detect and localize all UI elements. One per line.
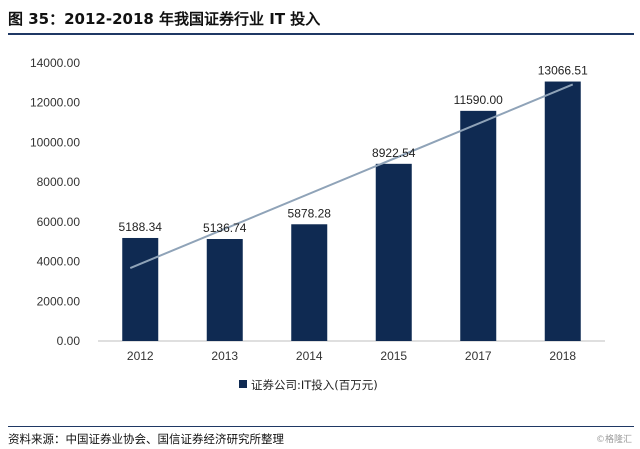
data-labels: 5188.34 5136.74 5878.28 8922.54 11590.00 1306… (119, 64, 589, 235)
y-tick-label: 10000.00 (30, 135, 80, 149)
x-axis-tick-labels: 2012 2013 2014 2015 2017 2018 (127, 349, 577, 363)
x-tick-label: 2017 (465, 349, 492, 363)
x-tick-label: 2018 (549, 349, 576, 363)
legend-label: 证券公司:IT投入(百万元) (251, 378, 378, 392)
y-axis: 0.00 2000.00 4000.00 6000.00 8000.00 10000.00… (30, 56, 80, 348)
y-tick-label: 0.00 (57, 334, 81, 348)
data-label-2018: 13066.51 (538, 64, 588, 78)
bar-2015 (375, 163, 412, 341)
title-divider (8, 33, 634, 35)
trendline (129, 83, 574, 269)
bar-2014 (291, 224, 328, 341)
legend: 证券公司:IT投入(百万元) (239, 378, 378, 392)
data-label-2017: 11590.00 (454, 93, 503, 107)
x-tick-label: 2015 (380, 349, 407, 363)
data-label-2012: 5188.34 (119, 220, 163, 234)
y-tick-label: 14000.00 (30, 56, 80, 70)
y-tick-label: 8000.00 (37, 175, 81, 189)
data-label-2014: 5878.28 (288, 206, 332, 220)
bar-chart: 0.00 2000.00 4000.00 6000.00 8000.00 10000.00… (30, 56, 605, 392)
x-tick-label: 2013 (211, 349, 238, 363)
data-label-2013: 5136.74 (203, 221, 247, 235)
footer-divider (8, 426, 634, 427)
bar-2013 (206, 238, 243, 341)
y-tick-label: 4000.00 (37, 255, 81, 269)
watermark-logo: ©格隆汇 (595, 435, 632, 445)
bar-2017 (460, 110, 497, 341)
y-tick-label: 6000.00 (37, 215, 81, 229)
bars (122, 81, 581, 342)
legend-swatch (239, 380, 247, 388)
bar-2012 (122, 237, 159, 341)
y-tick-label: 12000.00 (30, 96, 80, 110)
data-label-2015: 8922.54 (372, 146, 416, 160)
y-tick-label: 2000.00 (37, 294, 81, 308)
x-tick-label: 2012 (127, 349, 154, 363)
figure-title: 图 35：2012-2018 年我国证券行业 IT 投入 (8, 10, 321, 28)
bar-2018 (544, 81, 581, 342)
source-note: 资料来源：中国证券业协会、国信证券经济研究所整理 (8, 432, 284, 446)
x-tick-label: 2014 (296, 349, 323, 363)
